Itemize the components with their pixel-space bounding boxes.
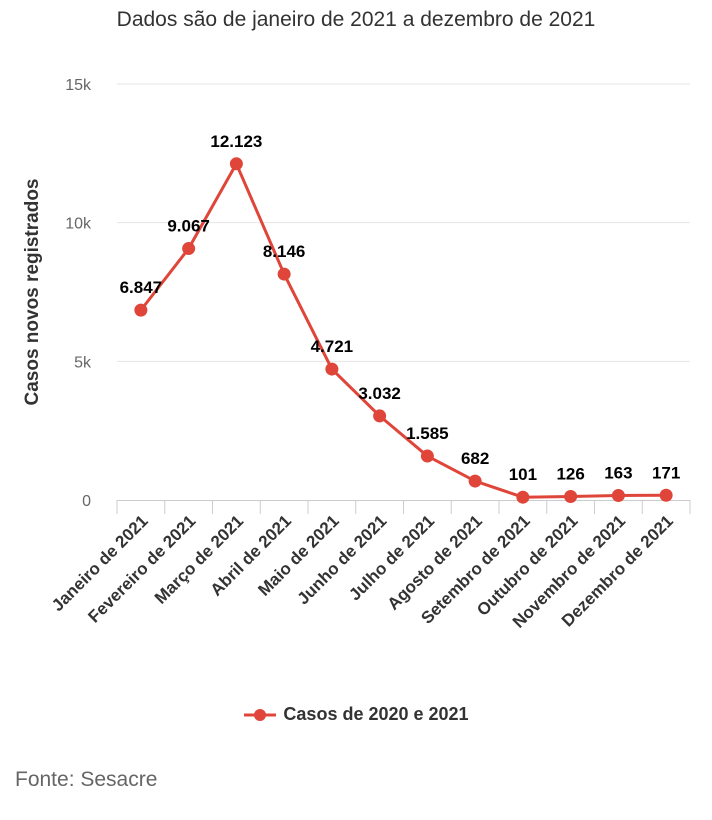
- gridlines: [117, 83, 690, 362]
- data-label: 101: [509, 465, 537, 484]
- y-axis-label: Casos novos registrados: [22, 178, 43, 405]
- data-point[interactable]: [420, 449, 434, 463]
- y-axis-ticks: 0 5k 10k 15k: [65, 77, 92, 510]
- data-point[interactable]: [134, 303, 148, 317]
- data-point[interactable]: [277, 267, 291, 281]
- data-point[interactable]: [516, 490, 530, 504]
- data-point[interactable]: [611, 488, 625, 502]
- legend-label: Casos de 2020 e 2021: [283, 704, 469, 724]
- data-labels: 6.847 9.067 12.123 8.146 4.721 3.032 1.585 682 1…: [120, 132, 681, 484]
- data-label: 12.123: [210, 132, 262, 151]
- data-label: 163: [604, 463, 632, 482]
- y-tick-label: 15k: [65, 77, 92, 94]
- data-label: 1.585: [406, 424, 449, 443]
- series-line: [139, 162, 667, 499]
- data-label: 4.721: [311, 337, 354, 356]
- data-point[interactable]: [373, 409, 387, 423]
- data-point[interactable]: [468, 474, 482, 488]
- y-tick-label: 0: [82, 493, 91, 510]
- data-label: 171: [652, 463, 680, 482]
- data-point[interactable]: [659, 488, 673, 502]
- y-tick-label: 10k: [65, 216, 92, 233]
- source-note: Fonte: Sesacre: [15, 768, 158, 791]
- x-axis: [116, 500, 691, 514]
- data-label: 9.067: [167, 217, 210, 236]
- data-label: 682: [461, 449, 489, 468]
- series-casos: [134, 157, 673, 504]
- legend[interactable]: Casos de 2020 e 2021: [0, 704, 712, 725]
- y-tick-label: 5k: [74, 354, 92, 371]
- data-label: 126: [556, 465, 584, 484]
- data-point[interactable]: [325, 362, 339, 376]
- data-label: 8.146: [263, 242, 306, 261]
- data-label: 6.847: [120, 278, 163, 297]
- x-tick-label: Julho de 2021: [345, 511, 438, 604]
- legend-marker-icon: [244, 709, 277, 722]
- data-point[interactable]: [229, 157, 243, 171]
- data-label: 3.032: [358, 384, 401, 403]
- data-point[interactable]: [182, 242, 196, 256]
- data-point[interactable]: [564, 490, 578, 504]
- chart-title: Dados são de janeiro de 2021 a dezembro …: [116, 8, 596, 31]
